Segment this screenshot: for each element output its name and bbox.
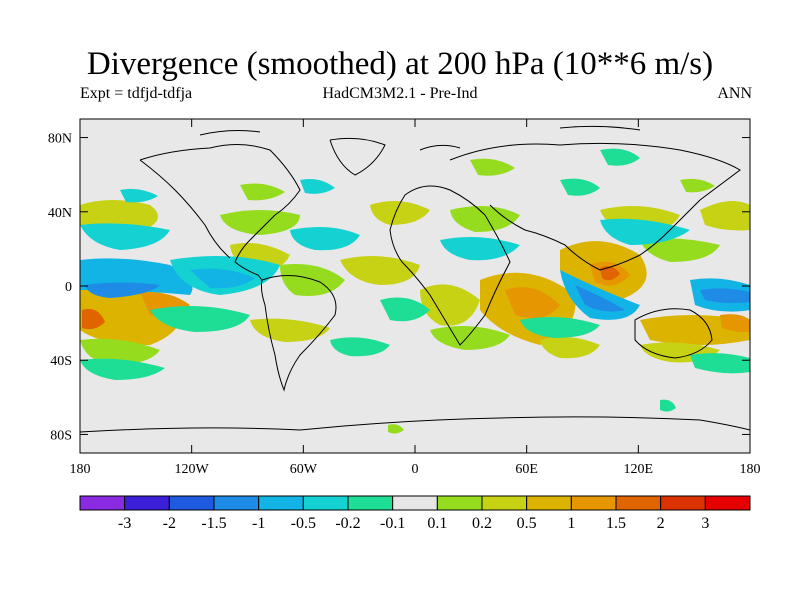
field-patch [80, 358, 165, 380]
field-patch [700, 288, 750, 304]
lon-tick-label: 120E [624, 462, 654, 477]
colorbar-swatch [481, 495, 528, 511]
colorbar-swatch [213, 495, 260, 511]
field-patch [300, 179, 335, 194]
coast-europe-africa [389, 185, 511, 346]
colorbar-label: 2 [657, 515, 665, 532]
field-patch [520, 316, 600, 338]
field-patch [700, 201, 750, 231]
field-patch [150, 306, 250, 332]
colorbar-swatch [258, 495, 304, 511]
colorbar-swatch [615, 495, 662, 511]
field-patch [420, 284, 480, 326]
field-patch [430, 326, 510, 350]
lon-tick-label: 0 [412, 462, 419, 477]
colorbar-swatch [436, 495, 483, 511]
coast-north-america-west [139, 159, 231, 259]
field-patch [80, 338, 160, 365]
lat-tick-label: 80N [48, 132, 72, 147]
colorbar-swatch [79, 495, 126, 511]
colorbar-label: 1 [567, 515, 575, 532]
colorbar-swatch [704, 495, 751, 511]
field-patch [440, 236, 520, 261]
latitude-axis: 80N 40N 0 40S 80S [48, 132, 750, 443]
colorbar-swatch [660, 495, 706, 511]
field-patch [388, 424, 404, 434]
experiment-label: Expt = tdfjd-tdfja [80, 85, 193, 102]
colorbar-label: -3 [118, 515, 131, 532]
field-patch [660, 399, 676, 412]
season-label: ANN [717, 85, 752, 102]
field-patch [600, 148, 640, 166]
lon-tick-label: 180 [70, 462, 91, 477]
field-patch [560, 178, 600, 196]
field-patch [720, 314, 750, 333]
coast-asia [449, 142, 741, 271]
field-patch [600, 266, 620, 281]
coast-arctic [199, 125, 641, 151]
field-patch [575, 285, 625, 312]
field-patch [370, 201, 430, 225]
coastlines [80, 125, 750, 433]
colorbar-label: -0.1 [380, 515, 405, 532]
colorbar-swatch [347, 495, 394, 511]
map-title: Divergence (smoothed) at 200 hPa (10**6 … [86, 46, 714, 82]
lat-tick-label: 80S [50, 428, 72, 443]
divergence-field [80, 148, 750, 434]
lon-tick-label: 60W [290, 462, 318, 477]
colorbar-label: -1.5 [201, 515, 226, 532]
longitude-axis: 180 120W 60W 0 60E 120E 180 [70, 119, 761, 477]
field-patch [80, 223, 170, 250]
colorbar-label: -0.2 [335, 515, 360, 532]
colorbar-swatch [302, 495, 349, 511]
field-patch [240, 183, 285, 201]
lon-tick-label: 180 [740, 462, 761, 477]
colorbar-label: -2 [163, 515, 176, 532]
field-patch [190, 268, 255, 289]
colorbar-label: 0.5 [517, 515, 537, 532]
field-patch [640, 238, 720, 262]
field-patch [85, 282, 160, 298]
colorbar: -3 -2 -1.5 -1 -0.5 -0.2 -0.1 0.1 0.2 0.5 1 1.5 2 3 [79, 495, 751, 532]
field-patch [380, 297, 430, 322]
lat-tick-label: 0 [65, 280, 72, 295]
field-patch [690, 353, 750, 374]
colorbar-label: 3 [701, 515, 709, 532]
coast-antarctica [80, 416, 750, 433]
field-patch [220, 210, 300, 235]
coast-australia [634, 308, 713, 359]
lat-tick-label: 40N [48, 206, 72, 221]
coast-south-america [260, 275, 337, 392]
colorbar-swatch [124, 495, 170, 511]
colorbar-swatch [570, 495, 617, 511]
coast-greenland [329, 137, 386, 176]
field-patch [280, 264, 345, 296]
colorbar-label: -0.5 [291, 515, 316, 532]
colorbar-label: -1 [252, 515, 265, 532]
field-patch [600, 218, 690, 245]
colorbar-swatch [526, 495, 572, 511]
field-patch [290, 226, 360, 251]
field-patch [450, 206, 520, 232]
model-label: HadCM3M2.1 - Pre-Ind [322, 85, 478, 102]
field-patch [505, 287, 560, 319]
colorbar-swatch [168, 495, 215, 511]
coast-north-america [139, 144, 301, 281]
colorbar-label: 1.5 [606, 515, 626, 532]
field-patch [340, 256, 420, 285]
field-patch [540, 336, 600, 359]
lon-tick-label: 60E [515, 462, 538, 477]
lon-tick-label: 120W [175, 462, 210, 477]
colorbar-swatch [392, 495, 438, 511]
lat-tick-label: 40S [50, 354, 72, 369]
field-patch [330, 337, 390, 357]
field-patch [82, 308, 105, 330]
field-patch [470, 158, 515, 176]
colorbar-label: 0.1 [427, 515, 447, 532]
field-patch [120, 188, 158, 203]
field-patch [680, 178, 715, 193]
colorbar-label: 0.2 [472, 515, 492, 532]
